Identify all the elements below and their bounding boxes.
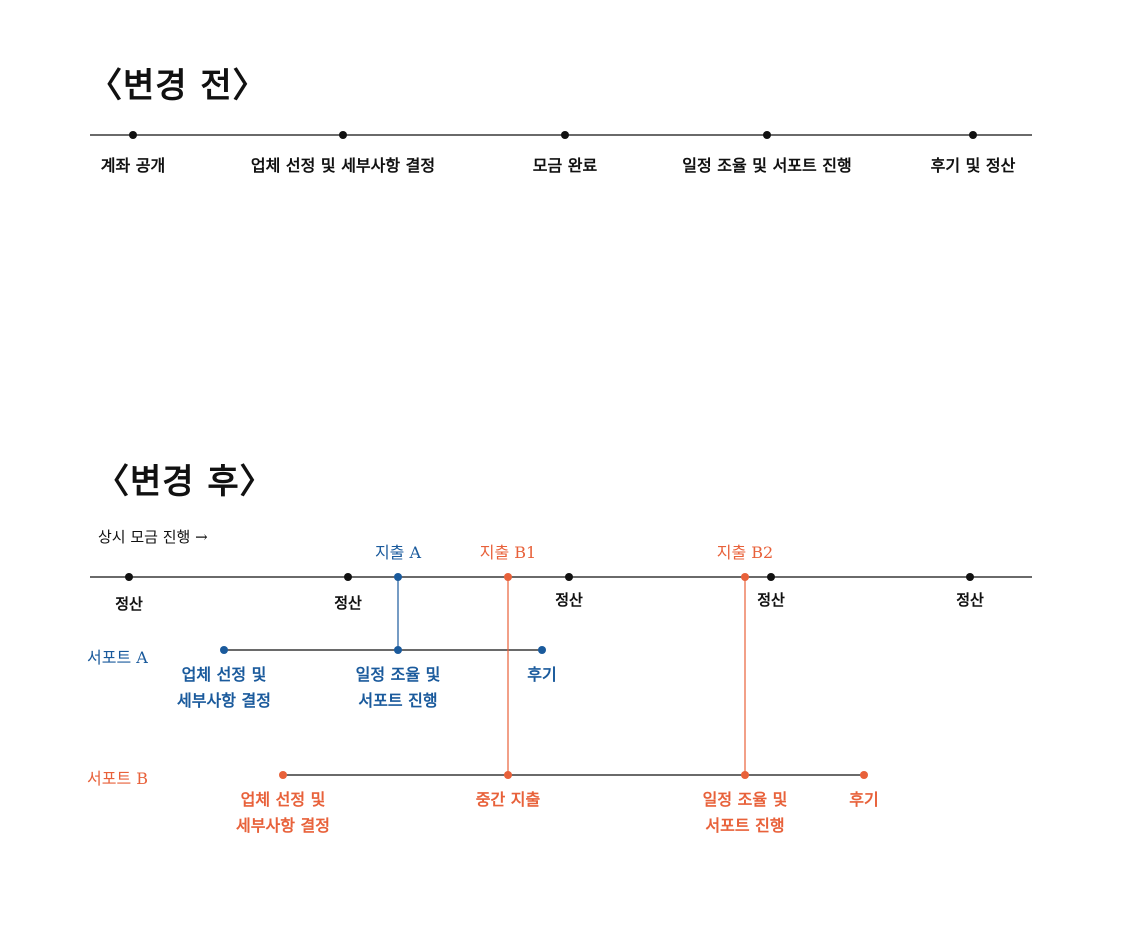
before-dot	[561, 131, 569, 139]
support-a-step-line: 후기	[527, 665, 557, 684]
support-a-label: 서포트 A	[87, 648, 148, 667]
before-step-label: 모금 완료	[532, 156, 598, 175]
before-step-label: 후기 및 정산	[930, 156, 1016, 175]
support-b-dot	[741, 771, 749, 779]
support-b-step-line: 서포트 진행	[705, 816, 785, 835]
support-a-step-line: 일정 조율 및	[355, 665, 441, 684]
support-b-dot	[504, 771, 512, 779]
support-a-dot	[394, 646, 402, 654]
support-a-dot	[220, 646, 228, 654]
support-a-step: 일정 조율 및 서포트 진행	[356, 662, 441, 714]
before-dot	[129, 131, 137, 139]
after-title: 〈변경 후〉	[95, 462, 275, 502]
expense-b2-label: 지출 B2	[716, 543, 774, 562]
support-a-step-line: 업체 선정 및	[181, 665, 267, 684]
settlement-label: 정산	[555, 591, 583, 609]
settlement-label: 정산	[956, 591, 984, 609]
before-step-label: 일정 조율 및 서포트 진행	[682, 156, 852, 175]
settlement-dot	[767, 573, 775, 581]
support-b-step: 후기	[849, 787, 878, 813]
expense-a-dot	[394, 573, 402, 581]
expense-b2-dot	[741, 573, 749, 581]
support-b-label: 서포트 B	[87, 769, 149, 788]
before-step-label: 계좌 공개	[100, 156, 166, 175]
support-a-step-line: 세부사항 결정	[177, 691, 271, 710]
settlement-dot	[344, 573, 352, 581]
before-title: 〈변경 전〉	[88, 66, 268, 106]
always-fundraising-label: 상시 모금 진행 →	[98, 528, 208, 546]
expense-b1-dot	[504, 573, 512, 581]
expense-a-label: 지출 A	[374, 543, 422, 562]
support-a-step-line: 서포트 진행	[358, 691, 438, 710]
support-b-step: 일정 조율 및 서포트 진행	[703, 787, 788, 839]
settlement-dot	[125, 573, 133, 581]
support-b-dot	[279, 771, 287, 779]
support-b-step-line: 중간 지출	[475, 790, 541, 809]
settlement-label: 정산	[334, 594, 362, 612]
settlement-dot	[565, 573, 573, 581]
before-dot	[969, 131, 977, 139]
settlement-label: 정산	[115, 595, 143, 613]
expense-b1-label: 지출 B1	[479, 543, 537, 562]
support-b-step-line: 일정 조율 및	[702, 790, 788, 809]
settlement-dot	[966, 573, 974, 581]
before-dot	[339, 131, 347, 139]
support-a-dot	[538, 646, 546, 654]
support-b-step: 중간 지출	[476, 787, 540, 813]
settlement-label: 정산	[757, 591, 785, 609]
support-b-dot	[860, 771, 868, 779]
support-b-step-line: 후기	[849, 790, 879, 809]
support-b-step-line: 세부사항 결정	[236, 816, 330, 835]
support-b-step: 업체 선정 및 세부사항 결정	[236, 787, 330, 839]
before-step-label: 업체 선정 및 세부사항 결정	[250, 156, 436, 175]
before-dot	[763, 131, 771, 139]
support-b-step-line: 업체 선정 및	[240, 790, 326, 809]
support-a-step: 업체 선정 및 세부사항 결정	[177, 662, 271, 714]
support-a-step: 후기	[527, 662, 556, 688]
